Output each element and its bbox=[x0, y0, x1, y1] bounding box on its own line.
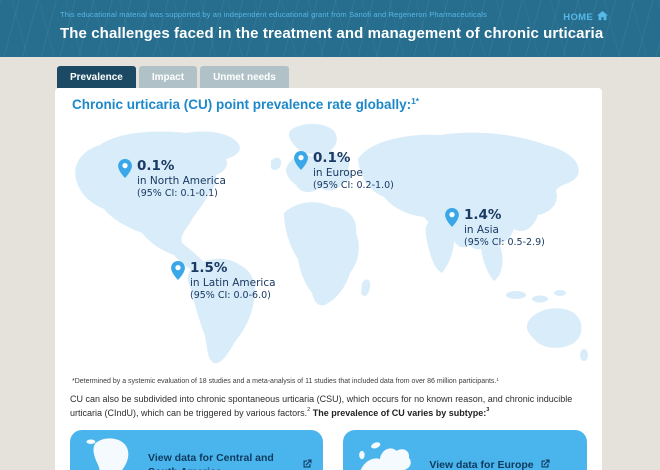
map-point-north-america: 0.1% in North America (95% CI: 0.1-0.1) bbox=[118, 158, 226, 200]
map-pin-icon bbox=[445, 208, 459, 227]
map-pin-icon bbox=[171, 261, 185, 280]
prevalence-card: Chronic urticaria (CU) point prevalence … bbox=[55, 88, 602, 470]
button-label-group: View data for Central and South America bbox=[148, 451, 313, 470]
card-title-text: Chronic urticaria (CU) point prevalence … bbox=[72, 97, 412, 112]
prevalence-value: 1.4% bbox=[464, 207, 502, 223]
page-title: The challenges faced in the treatment an… bbox=[60, 25, 604, 42]
prevalence-value: 1.5% bbox=[190, 260, 228, 276]
paragraph-bold-text: The prevalence of CU varies by subtype: bbox=[310, 407, 487, 418]
map-point-europe: 0.1% in Europe (95% CI: 0.2-1.0) bbox=[294, 150, 394, 192]
europe-map-icon bbox=[355, 438, 413, 470]
paragraph-superscript-3: 3 bbox=[486, 406, 490, 413]
button-label: View data for Central and South America bbox=[148, 451, 274, 470]
card-title: Chronic urticaria (CU) point prevalence … bbox=[72, 96, 602, 112]
external-link-icon bbox=[301, 458, 313, 470]
home-icon bbox=[597, 11, 608, 24]
confidence-interval: (95% CI: 0.1-0.1) bbox=[137, 187, 218, 199]
map-pin-icon bbox=[294, 151, 308, 170]
tab-unmet-needs[interactable]: Unmet needs bbox=[200, 66, 289, 88]
header: This educational material was supported … bbox=[0, 0, 660, 57]
footnote-superscript: 1 bbox=[496, 377, 499, 382]
map-point-asia: 1.4% in Asia (95% CI: 0.5-2.9) bbox=[445, 207, 545, 249]
subtype-paragraph: CU can also be subdivided into chronic s… bbox=[70, 393, 584, 420]
home-link[interactable]: HOME bbox=[563, 11, 608, 24]
card-title-superscript: 1* bbox=[411, 96, 419, 106]
paragraph-text: CU can also be subdivided into chronic s… bbox=[70, 394, 573, 418]
region-label: in North America bbox=[137, 174, 226, 187]
tab-bar: Prevalence Impact Unmet needs bbox=[57, 66, 660, 88]
region-label: in Europe bbox=[313, 166, 363, 179]
south-america-map-icon bbox=[82, 436, 134, 470]
button-label-group: View data for Europe bbox=[429, 458, 560, 470]
view-central-south-america-button[interactable]: View data for Central and South America bbox=[70, 430, 323, 470]
confidence-interval: (95% CI: 0.0-6.0) bbox=[190, 289, 271, 301]
tab-impact[interactable]: Impact bbox=[138, 66, 198, 88]
home-link-label: HOME bbox=[563, 12, 593, 23]
grant-text: This educational material was supported … bbox=[60, 10, 487, 19]
confidence-interval: (95% CI: 0.2-1.0) bbox=[313, 179, 394, 191]
map-footnote: *Determined by a systemic evaluation of … bbox=[72, 377, 585, 385]
region-label: in Asia bbox=[464, 223, 499, 236]
region-buttons-row: View data for Central and South America … bbox=[70, 430, 587, 470]
map-point-latin-america: 1.5% in Latin America (95% CI: 0.0-6.0) bbox=[171, 260, 276, 302]
confidence-interval: (95% CI: 0.5-2.9) bbox=[464, 236, 545, 248]
prevalence-value: 0.1% bbox=[137, 158, 175, 174]
button-label: View data for Europe bbox=[429, 458, 534, 470]
world-map: 0.1% in North America (95% CI: 0.1-0.1) … bbox=[68, 123, 590, 370]
external-link-icon bbox=[539, 458, 551, 470]
footnote-text: *Determined by a systemic evaluation of … bbox=[72, 378, 497, 385]
paragraph-superscript-2: 2 bbox=[307, 406, 311, 413]
tab-prevalence[interactable]: Prevalence bbox=[57, 66, 136, 88]
prevalence-value: 0.1% bbox=[313, 150, 351, 166]
region-label: in Latin America bbox=[190, 276, 276, 289]
view-europe-button[interactable]: View data for Europe bbox=[343, 430, 587, 470]
map-pin-icon bbox=[118, 159, 132, 178]
